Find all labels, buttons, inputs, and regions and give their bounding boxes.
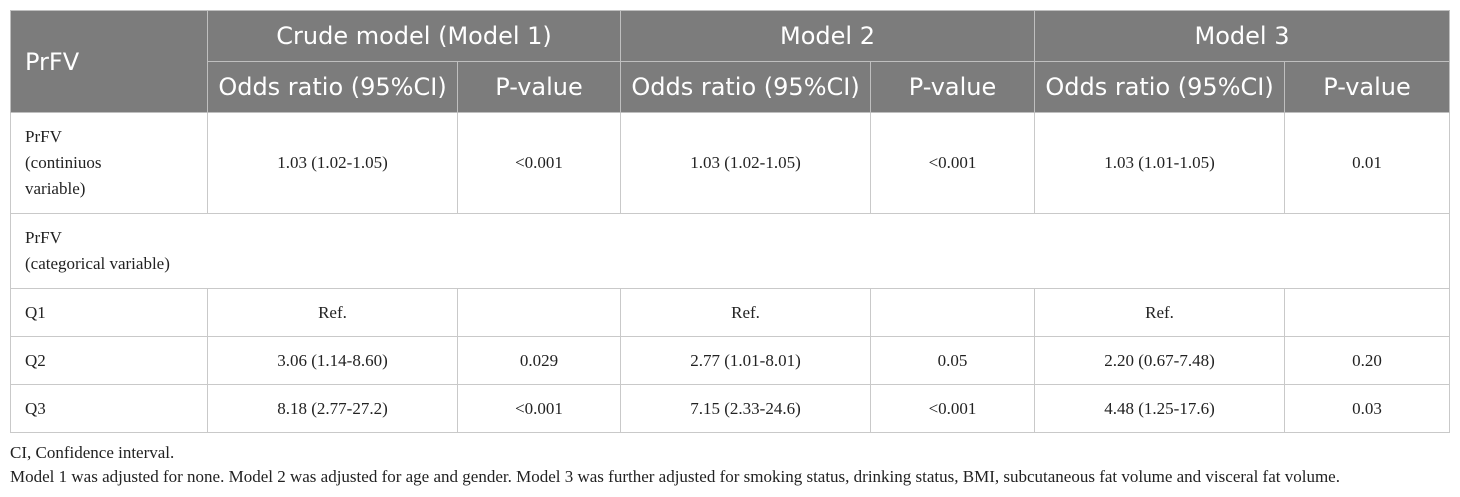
odds-ratio-cell: 8.18 (2.77-27.2) [207, 384, 458, 433]
header-odds-ratio: Odds ratio (95%CI) [1034, 61, 1286, 113]
table-row: Q1 Ref. Ref. Ref. [10, 288, 1451, 337]
p-value-cell: <0.001 [456, 112, 622, 214]
p-value-cell [1284, 288, 1451, 337]
odds-ratio-cell: 3.06 (1.14-8.60) [207, 336, 458, 385]
header-odds-ratio: Odds ratio (95%CI) [620, 61, 872, 113]
row-label-line: PrFV [25, 127, 62, 146]
row-label: Q1 [10, 288, 208, 337]
results-table: PrFV Crude model (Model 1) Model 2 Model… [9, 10, 1451, 433]
p-value-cell [456, 288, 622, 337]
p-value-cell: <0.001 [870, 112, 1036, 214]
row-label-line: (categorical variable) [25, 254, 170, 273]
table-row: Q2 3.06 (1.14-8.60) 0.029 2.77 (1.01-8.0… [10, 336, 1451, 385]
table-footnotes: CI, Confidence interval. Model 1 was adj… [10, 441, 1450, 489]
header-model-2: Model 2 [620, 10, 1036, 62]
odds-ratio-cell: Ref. [1034, 288, 1286, 337]
odds-ratio-cell: Ref. [620, 288, 872, 337]
header-row-groups: PrFV Crude model (Model 1) Model 2 Model… [10, 10, 1451, 113]
table-row: Q3 8.18 (2.77-27.2) <0.001 7.15 (2.33-24… [10, 384, 1451, 433]
header-p-value: P-value [456, 61, 622, 113]
odds-ratio-cell: Ref. [207, 288, 458, 337]
header-p-value: P-value [870, 61, 1036, 113]
row-label-line: PrFV [25, 228, 62, 247]
table-row: PrFV (continiuos variable) 1.03 (1.02-1.… [10, 112, 1451, 214]
table-header: PrFV Crude model (Model 1) Model 2 Model… [10, 10, 1451, 113]
odds-ratio-cell: 7.15 (2.33-24.6) [620, 384, 872, 433]
p-value-cell [870, 288, 1036, 337]
header-p-value: P-value [1284, 61, 1451, 113]
results-table-container: PrFV Crude model (Model 1) Model 2 Model… [9, 10, 1451, 489]
odds-ratio-cell: 2.77 (1.01-8.01) [620, 336, 872, 385]
odds-ratio-cell: 4.48 (1.25-17.6) [1034, 384, 1286, 433]
row-label: Q2 [10, 336, 208, 385]
header-row-label: PrFV [10, 10, 208, 113]
header-row-sub: Odds ratio (95%CI) P-value Odds ratio (9… [11, 61, 1451, 113]
p-value-cell: 0.05 [870, 336, 1036, 385]
row-label: PrFV (continiuos variable) [10, 112, 208, 214]
table-body: PrFV (continiuos variable) 1.03 (1.02-1.… [9, 112, 1451, 433]
row-label: Q3 [10, 384, 208, 433]
odds-ratio-cell: 1.03 (1.02-1.05) [620, 112, 872, 214]
row-label-line: (continiuos [25, 153, 102, 172]
section-label: PrFV (categorical variable) [9, 213, 1451, 289]
odds-ratio-cell: 1.03 (1.02-1.05) [207, 112, 458, 214]
footnote-abbreviation: CI, Confidence interval. [10, 443, 175, 462]
odds-ratio-cell: 2.20 (0.67-7.48) [1034, 336, 1286, 385]
p-value-cell: 0.03 [1284, 384, 1451, 433]
p-value-cell: 0.029 [456, 336, 622, 385]
header-odds-ratio: Odds ratio (95%CI) [207, 61, 458, 113]
odds-ratio-cell: 1.03 (1.01-1.05) [1034, 112, 1286, 214]
header-model-1: Crude model (Model 1) [206, 10, 622, 62]
table-row-section: PrFV (categorical variable) [9, 213, 1451, 289]
p-value-cell: <0.001 [870, 384, 1036, 433]
header-model-3: Model 3 [1034, 10, 1451, 62]
row-label-line: variable) [25, 179, 86, 198]
p-value-cell: <0.001 [456, 384, 622, 433]
p-value-cell: 0.20 [1284, 336, 1451, 385]
p-value-cell: 0.01 [1284, 112, 1451, 214]
footnote-model-adjustment: Model 1 was adjusted for none. Model 2 w… [10, 467, 1340, 486]
